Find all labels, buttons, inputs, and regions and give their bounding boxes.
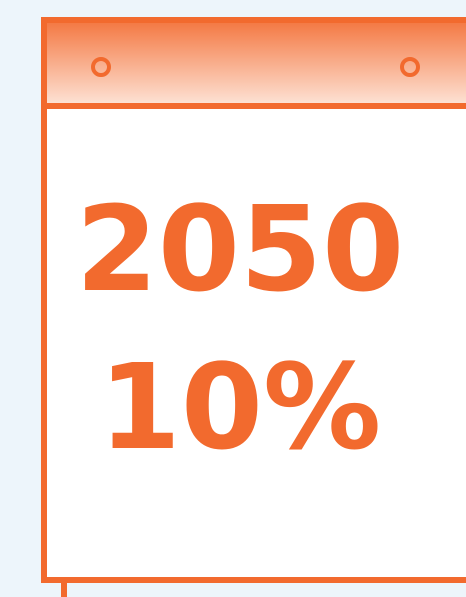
ring-hole (400, 57, 420, 77)
percentage: 10% (99, 338, 381, 476)
calendar-header (47, 23, 466, 105)
calendar-body (41, 17, 466, 583)
ring-hole (91, 57, 111, 77)
year: 2050 (76, 180, 404, 318)
